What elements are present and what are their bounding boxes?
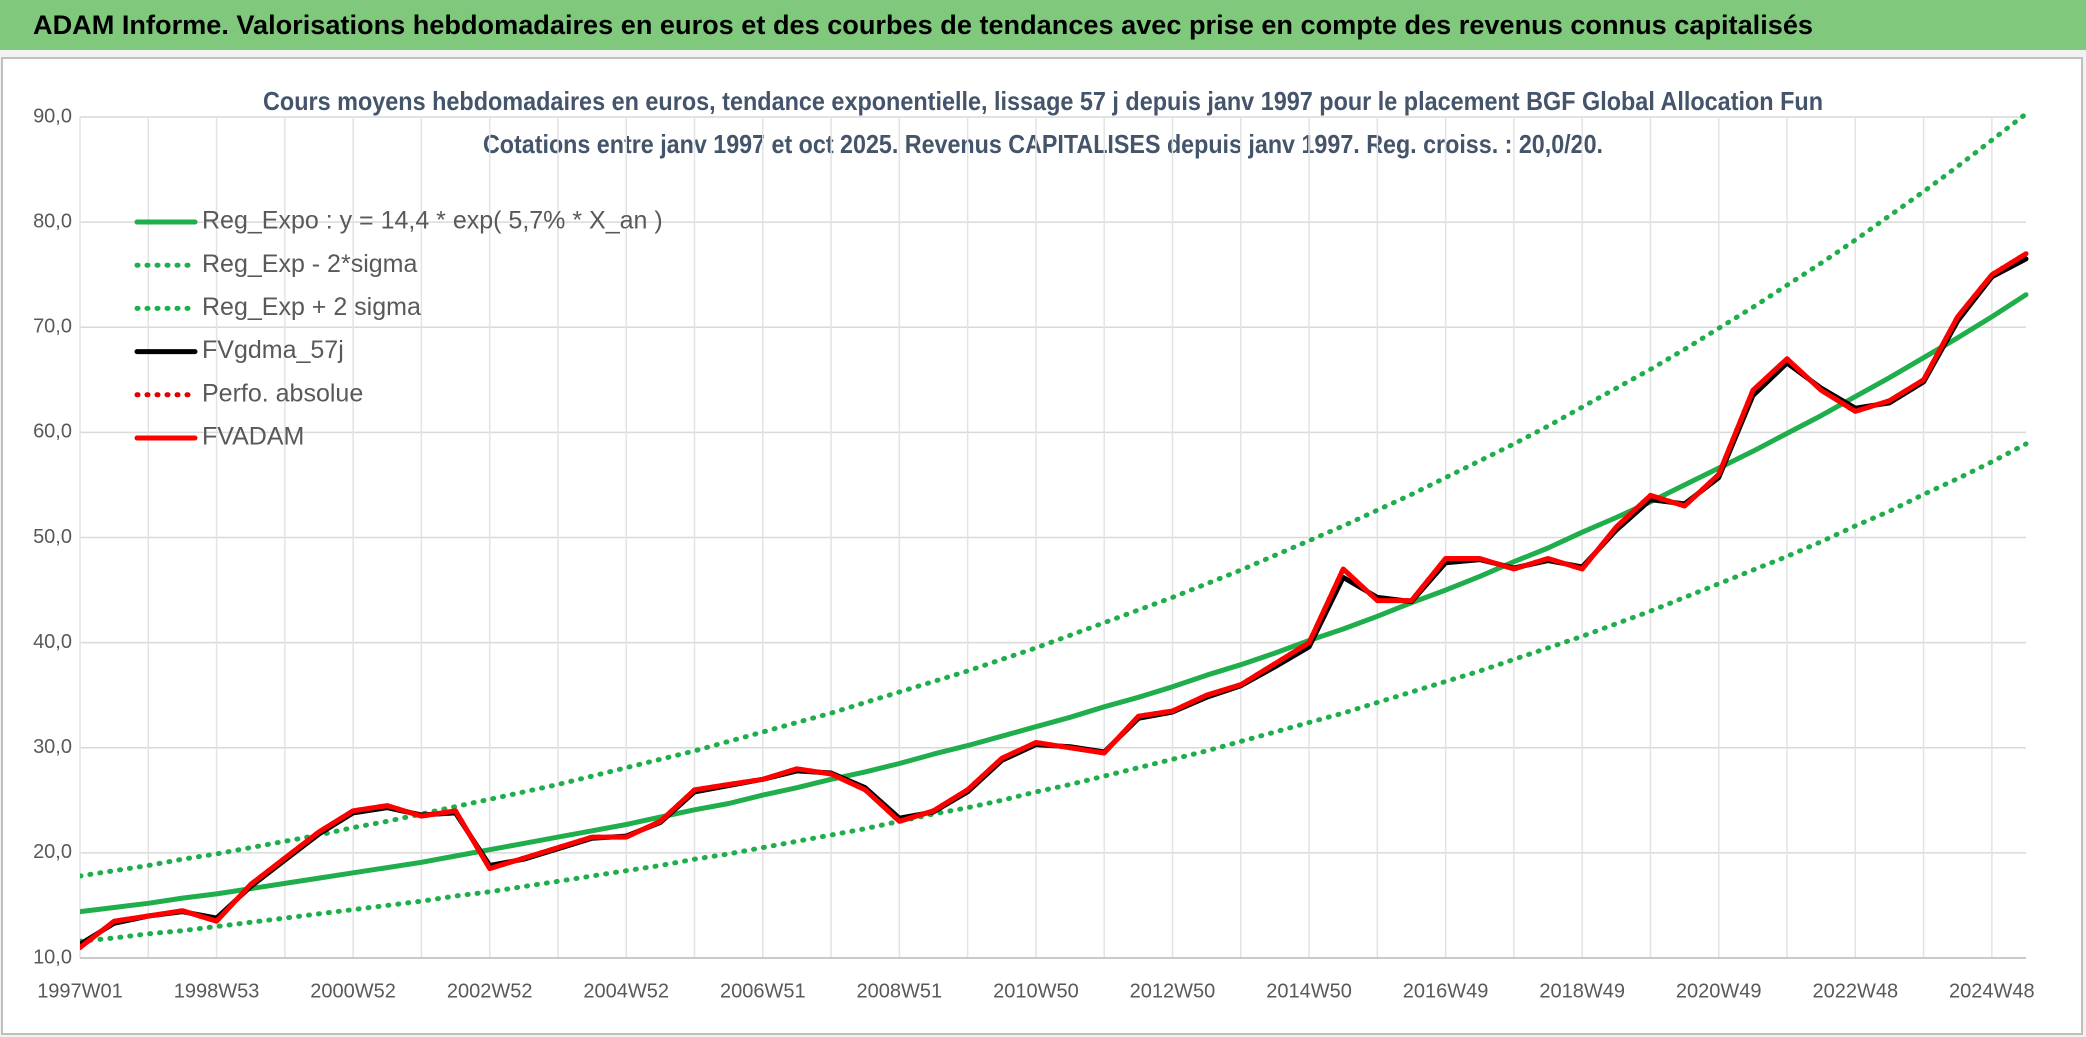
- x-tick-label: 2016W49: [1403, 980, 1489, 1002]
- legend-label: Reg_Expo : y = 14,4 * exp( 5,7% * X_an ): [202, 207, 663, 235]
- y-tick-label: 50,0: [33, 526, 72, 548]
- y-tick-label: 40,0: [33, 631, 72, 653]
- legend: Reg_Expo : y = 14,4 * exp( 5,7% * X_an )…: [134, 207, 663, 451]
- x-tick-label: 2000W52: [310, 980, 396, 1002]
- x-tick-label: 2022W48: [1812, 980, 1898, 1002]
- x-tick-label: 2018W49: [1539, 980, 1625, 1002]
- series-line: [80, 292, 2029, 915]
- y-tick-label: 90,0: [33, 105, 72, 127]
- x-tick-label: 2006W51: [720, 980, 806, 1002]
- chart-title: Cours moyens hebdomadaires en euros, ten…: [263, 86, 1823, 116]
- y-tick-label: 80,0: [33, 210, 72, 232]
- chart-subtitle: Cotations entre janv 1997 et oct 2025. R…: [483, 129, 1603, 159]
- x-tick-label: 2002W52: [447, 980, 533, 1002]
- y-tick-label: 20,0: [33, 841, 72, 863]
- x-tick-label: 1998W53: [174, 980, 260, 1002]
- legend-label: FVADAM: [202, 423, 304, 451]
- x-tick-label: 1997W01: [37, 980, 123, 1002]
- y-tick-label: 70,0: [33, 316, 72, 338]
- series-line: [80, 112, 2029, 879]
- legend-label: FVgdma_57j: [202, 336, 344, 364]
- y-tick-label: 60,0: [33, 421, 72, 443]
- legend-label: Reg_Exp - 2*sigma: [202, 250, 417, 278]
- y-tick-label: 30,0: [33, 736, 72, 758]
- plot-area: [80, 112, 2029, 950]
- legend-label: Perfo. absolue: [202, 379, 363, 407]
- x-tick-label: 2004W52: [583, 980, 669, 1002]
- x-tick-label: 2012W50: [1130, 980, 1216, 1002]
- series-line: [80, 251, 2029, 950]
- x-tick-label: 2010W50: [993, 980, 1079, 1002]
- legend-label: Reg_Exp + 2 sigma: [202, 293, 421, 321]
- chart-panel: [1, 57, 2083, 1035]
- x-tick-label: 2008W51: [857, 980, 943, 1002]
- x-tick-label: 2024W48: [1949, 980, 2035, 1002]
- y-tick-label: 10,0: [33, 946, 72, 968]
- x-tick-label: 2014W50: [1266, 980, 1352, 1002]
- grid: 10,0 20,0 30,0 40,0 50,0 60,0 70,0 80,0 90,0 1997…: [33, 105, 2035, 1002]
- x-tick-label: 2020W49: [1676, 980, 1762, 1002]
- header-title: ADAM Informe. Valorisations hebdomadaire…: [33, 10, 1813, 40]
- header-bar: [0, 0, 2086, 50]
